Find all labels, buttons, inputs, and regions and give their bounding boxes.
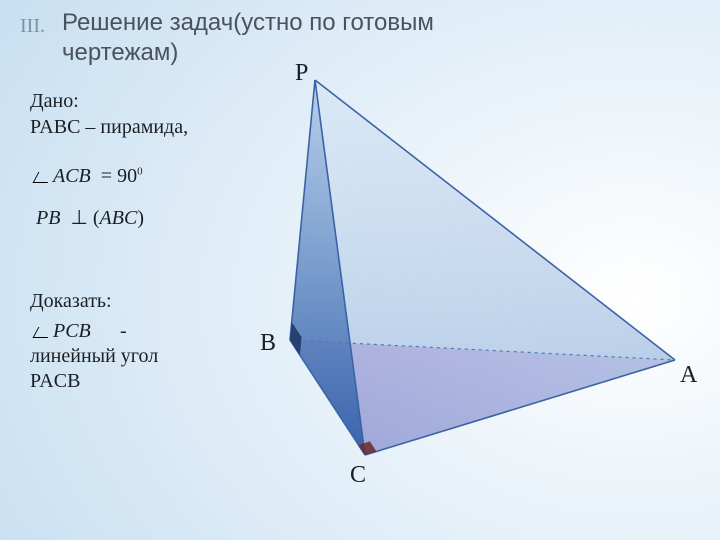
angle-value: 90 — [117, 165, 137, 187]
face-pca — [315, 80, 675, 455]
plane-abc: ABC — [100, 207, 138, 229]
vertex-label-a: A — [680, 362, 697, 389]
perp-symbol: ⊥ — [70, 207, 87, 229]
given-equation-1: ACB = 900 — [36, 165, 143, 188]
degree-sup: 0 — [137, 165, 143, 177]
prove-dash: - — [120, 320, 127, 343]
prove-label: Доказать: — [30, 290, 112, 313]
given-label: Дано: — [30, 90, 79, 113]
prove-expression: PCB — [36, 320, 91, 343]
vertex-label-c: C — [350, 462, 366, 489]
prove-line-3: PACB — [30, 370, 80, 393]
given-line-1: PABC – пирамида, — [30, 116, 188, 139]
vertex-label-b: B — [260, 330, 276, 357]
angle-acb: ACB — [53, 165, 91, 187]
section-number: III. — [20, 15, 45, 38]
slide-title: Решение задач(устно по готовым чертежам) — [62, 8, 532, 68]
prove-line-2: линейный угол — [30, 345, 158, 368]
vertex-label-p: P — [295, 60, 308, 87]
given-equation-2: PB ⊥ (ABC) — [36, 205, 144, 230]
segment-pb: PB — [36, 207, 60, 229]
angle-pcb: PCB — [53, 320, 91, 342]
pyramid-diagram — [230, 60, 710, 520]
